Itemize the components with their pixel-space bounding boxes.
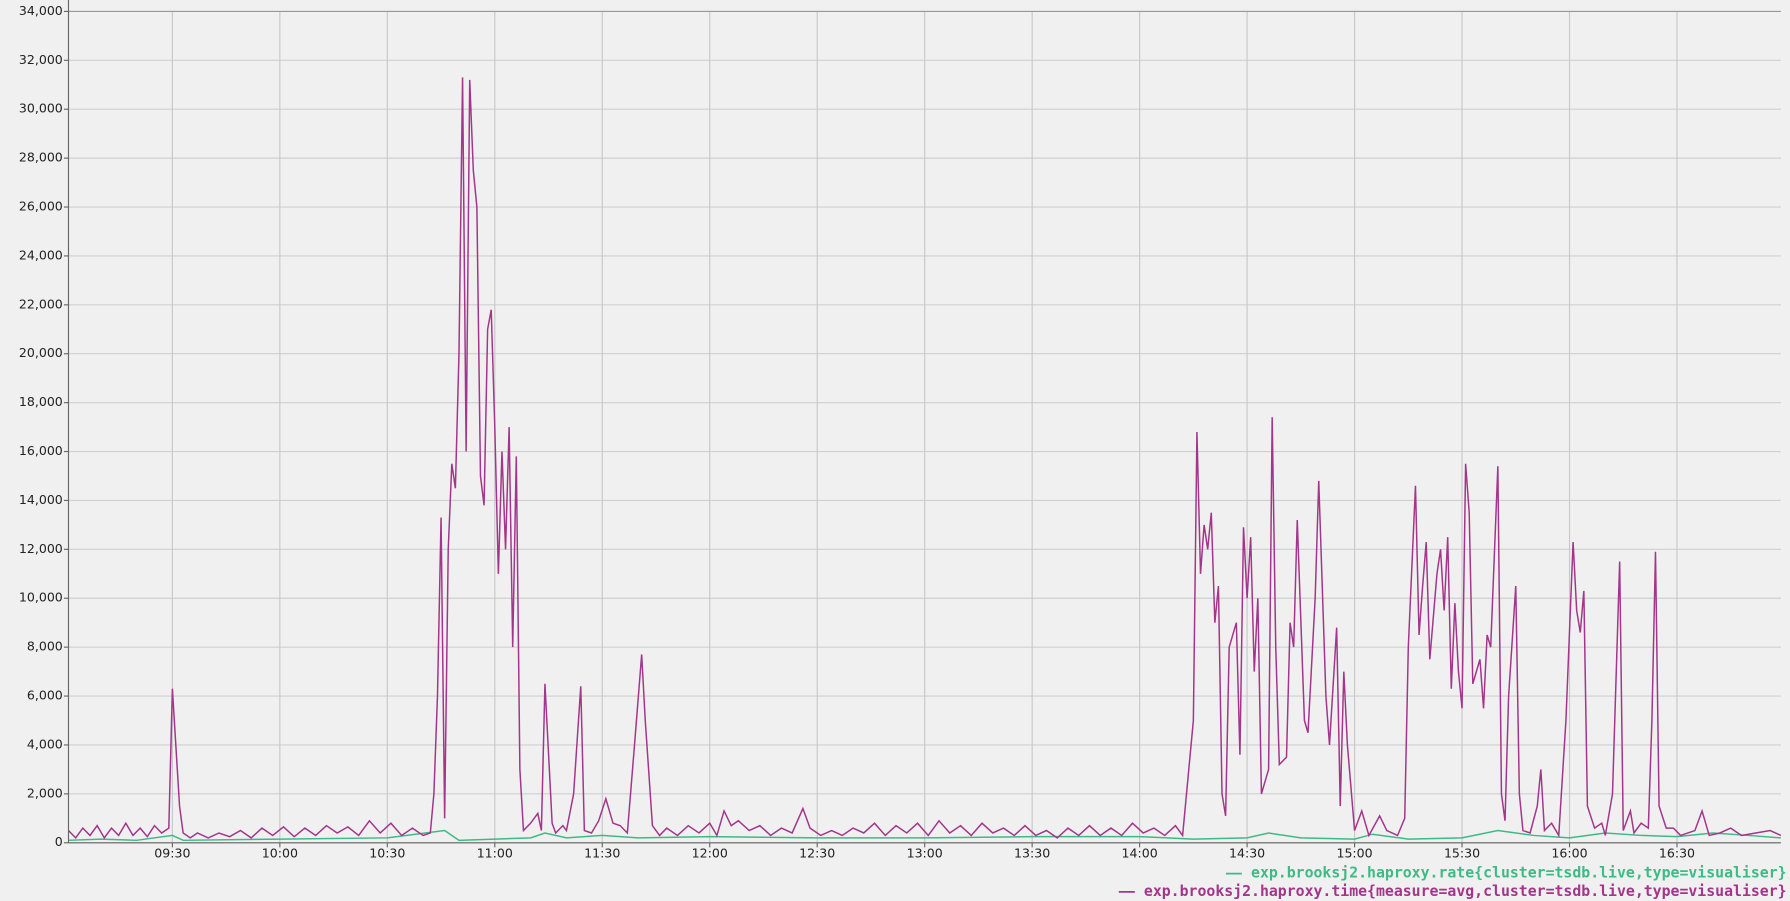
x-tick-label: 11:00 [477, 846, 513, 861]
x-tick-label: 12:30 [799, 846, 835, 861]
series-line [67, 77, 1782, 840]
x-tick-label: 11:30 [584, 846, 620, 861]
x-tick-label: 14:00 [1122, 846, 1158, 861]
x-tick-label: 15:30 [1444, 846, 1480, 861]
y-tick-label: 30,000 [19, 101, 63, 116]
y-tick-label: 0 [55, 834, 63, 849]
legend-label: exp.brooksj2.haproxy.time{measure=avg,cl… [1144, 883, 1787, 900]
grid [63, 10, 1781, 848]
plot-lines [67, 77, 1782, 842]
y-tick-label: 18,000 [19, 394, 63, 409]
x-tick-label: 12:00 [692, 846, 728, 861]
y-tick-label: 2,000 [27, 785, 63, 800]
x-tick-label: 09:30 [154, 846, 190, 861]
x-tick-label: 16:30 [1659, 846, 1695, 861]
x-tick-label: 10:00 [262, 846, 298, 861]
y-tick-label: 32,000 [19, 52, 63, 67]
y-tick-label: 14,000 [19, 492, 63, 507]
y-tick-label: 8,000 [27, 639, 63, 654]
x-tick-label: 15:00 [1336, 846, 1372, 861]
y-tick-label: 22,000 [19, 296, 63, 311]
y-tick-label: 6,000 [27, 688, 63, 703]
series-line [68, 829, 1781, 842]
x-tick-label: 13:30 [1014, 846, 1050, 861]
y-tick-label: 12,000 [19, 541, 63, 556]
y-tick-label: 4,000 [27, 736, 63, 751]
y-tick-label: 34,000 [19, 3, 63, 18]
y-tick-label: 24,000 [19, 247, 63, 262]
x-tick-label: 16:00 [1551, 846, 1587, 861]
y-tick-label: 26,000 [19, 199, 63, 214]
axis-labels: 0 2,000 4,000 6,000 8,000 10,000 12,000 14,000 1… [19, 3, 1695, 861]
y-tick-label: 28,000 [19, 150, 63, 165]
y-tick-label: 10,000 [19, 590, 63, 605]
x-tick-label: 10:30 [369, 846, 405, 861]
y-tick-label: 16,000 [19, 443, 63, 458]
x-tick-label: 13:00 [907, 846, 943, 861]
legend-label: exp.brooksj2.haproxy.rate{cluster=tsdb.l… [1251, 865, 1787, 882]
legend: exp.brooksj2.haproxy.rate{cluster=tsdb.l… [1118, 865, 1787, 900]
y-tick-label: 20,000 [19, 345, 63, 360]
x-tick-label: 14:30 [1229, 846, 1265, 861]
